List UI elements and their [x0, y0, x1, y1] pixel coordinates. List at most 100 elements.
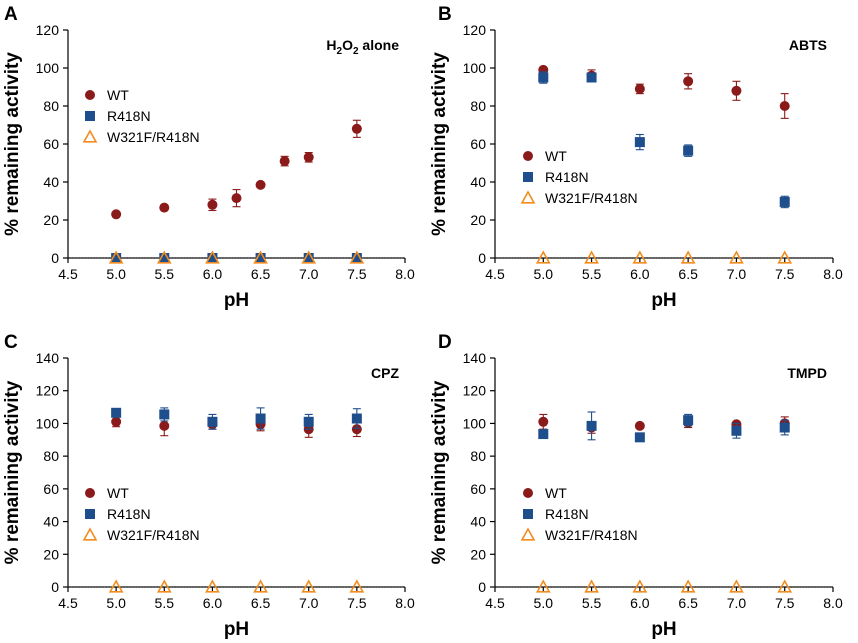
data-point [683, 76, 694, 87]
data-point [584, 250, 599, 264]
y-tick-label: 100 [463, 415, 487, 431]
y-axis-title: % remaining activity [429, 52, 450, 236]
legend-marker [523, 172, 533, 182]
legend-label: WT [107, 87, 129, 103]
y-tick-label: 100 [36, 415, 60, 431]
series-wt [538, 64, 790, 119]
data-point [159, 253, 170, 263]
data-point [777, 579, 793, 593]
y-tick-label: 80 [470, 448, 486, 464]
data-point [731, 425, 742, 436]
data-point [680, 579, 696, 593]
panel-d: D 0 20 40 60 80 100 120 140 4.5 5.0 5.5 6.0 6.5 7.0 7.5… [429, 332, 843, 640]
x-axis-title: pH [224, 619, 249, 640]
data-point [538, 64, 549, 75]
data-point [779, 101, 790, 111]
data-point [303, 253, 314, 263]
x-tick-label: 7.5 [775, 595, 795, 611]
data-point [729, 579, 744, 593]
legend-label: WT [545, 148, 567, 164]
x-tick-label: 4.5 [58, 595, 78, 611]
y-tick-label: 100 [36, 60, 60, 76]
data-point [255, 179, 266, 190]
x-tick-label: 6.0 [630, 266, 650, 282]
panel-annotation: TMPD [787, 365, 827, 381]
x-axis-title: pH [651, 290, 676, 311]
panel-letter: B [438, 4, 452, 25]
legend-marker [85, 509, 95, 519]
data-point [207, 199, 218, 210]
data-point [159, 409, 170, 420]
x-tick-label: 5.5 [582, 266, 602, 282]
x-tick-label: 8.0 [395, 266, 415, 282]
series-r418n [538, 411, 790, 443]
x-tick-label: 5.5 [155, 266, 175, 282]
data-point [634, 420, 645, 431]
x-tick-label: 7.0 [727, 595, 747, 611]
data-point [301, 250, 317, 264]
y-tick-label: 0 [51, 250, 59, 266]
data-point [207, 253, 218, 263]
data-point [538, 72, 549, 83]
data-point [231, 193, 242, 204]
y-tick-label: 60 [470, 136, 486, 152]
data-point [731, 85, 742, 96]
x-tick-label: 5.5 [155, 595, 175, 611]
legend-marker [82, 527, 98, 541]
data-point [680, 250, 696, 264]
y-tick-label: 40 [43, 514, 59, 530]
data-point [634, 137, 645, 148]
y-tick-label: 40 [43, 174, 59, 190]
x-tick-label: 6.5 [251, 266, 271, 282]
data-point [632, 579, 648, 593]
data-point [535, 579, 551, 593]
y-tick-label: 0 [51, 579, 59, 595]
y-tick-label: 40 [470, 514, 486, 530]
data-point [779, 196, 790, 207]
data-point [156, 250, 172, 264]
data-point [205, 579, 220, 593]
x-axis-title: pH [224, 290, 249, 311]
y-tick-label: 100 [463, 60, 487, 76]
y-tick-label: 80 [43, 98, 59, 114]
panel-annotation: CPZ [371, 365, 399, 381]
y-tick-label: 80 [470, 98, 486, 114]
legend-label: R418N [545, 169, 589, 185]
x-tick-label: 7.5 [347, 266, 367, 282]
x-tick-label: 5.5 [582, 595, 602, 611]
data-point [634, 83, 645, 94]
y-tick-label: 140 [36, 350, 60, 366]
legend-label: WT [107, 485, 129, 501]
y-tick-label: 60 [43, 481, 59, 497]
data-point [351, 424, 362, 435]
series-w321f-r418n [108, 250, 365, 264]
x-tick-label: 6.0 [203, 266, 223, 282]
legend-marker [85, 111, 95, 121]
x-tick-label: 4.5 [58, 266, 78, 282]
legend-label: W321F/R418N [545, 190, 638, 206]
panel-b: B 0 20 40 60 80 100 120 4.5 5.0 5.5 6.0 6.5 7.0 7.5 8.0… [429, 4, 843, 311]
legend-label: W321F/R418N [107, 129, 200, 145]
series-wt [111, 119, 362, 220]
series-wt [111, 415, 362, 438]
x-tick-label: 5.0 [534, 266, 554, 282]
legend-label: WT [545, 485, 567, 501]
data-point [351, 123, 362, 134]
data-point [683, 415, 694, 426]
series-w321f-r418n [535, 250, 793, 264]
data-point [301, 579, 317, 593]
data-point [351, 413, 362, 424]
data-point [779, 422, 790, 433]
y-tick-label: 80 [43, 448, 59, 464]
legend-marker [523, 488, 533, 498]
legend-label: R418N [545, 506, 589, 522]
data-point [349, 250, 365, 264]
x-tick-label: 6.5 [678, 595, 698, 611]
x-tick-label: 6.5 [251, 595, 271, 611]
series-w321f-r418n [535, 579, 793, 593]
series-r418n-ph7-5 [779, 195, 790, 209]
legend-label: W321F/R418N [545, 527, 638, 543]
panel-letter: A [4, 4, 18, 25]
x-tick-label: 7.0 [299, 266, 319, 282]
